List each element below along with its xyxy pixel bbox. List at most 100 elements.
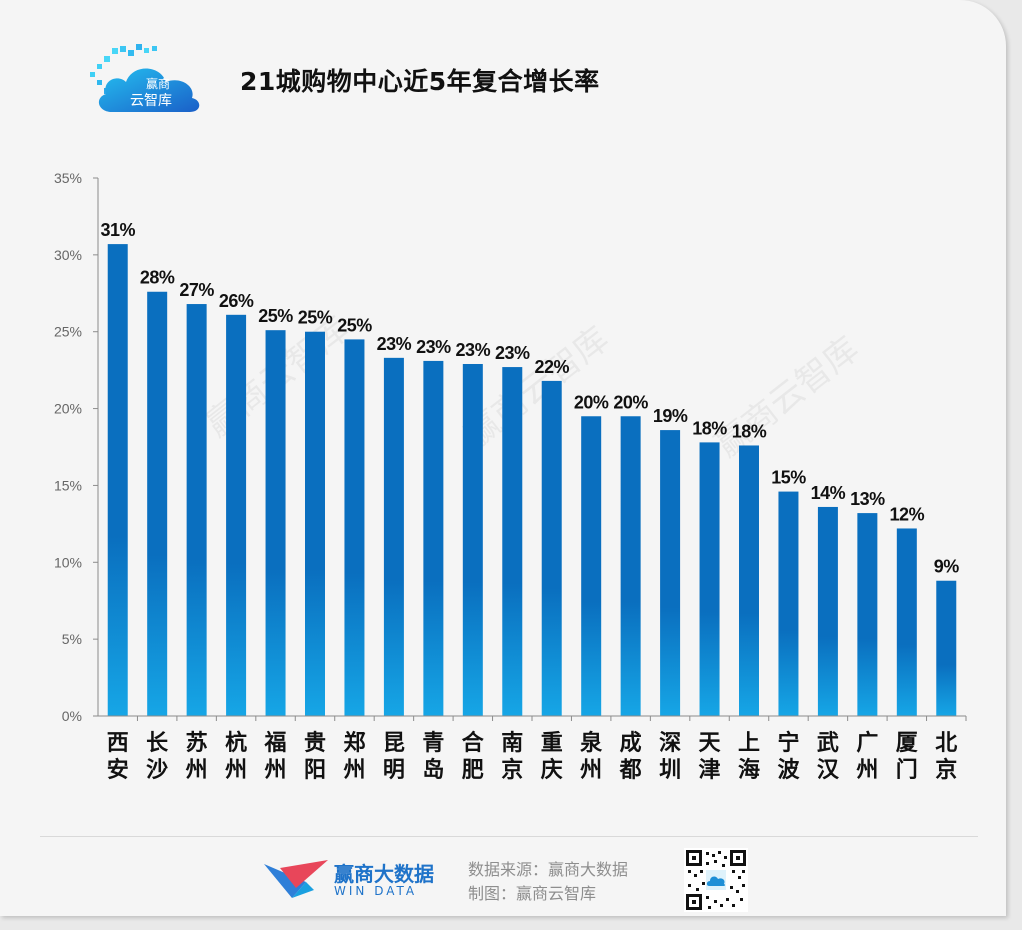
- brand-name: 赢商大数据: [334, 862, 434, 886]
- bar-青岛: [423, 360, 444, 716]
- x-axis: 西安长沙苏州杭州福州贵阳郑州昆明青岛合肥南京重庆泉州成都深圳天津上海宁波武汉广州…: [98, 715, 967, 783]
- bar-西安: [107, 244, 128, 716]
- bar-厦门: [896, 528, 917, 716]
- x-category-label: 庆: [541, 757, 563, 783]
- bar-value-label: 23%: [416, 337, 451, 357]
- windata-logo-icon: [264, 860, 328, 898]
- maker-line: 制图：赢商云智库: [468, 884, 597, 903]
- y-tick-label: 0%: [62, 708, 82, 724]
- chart-card: 赢商 云智库 21城购物中心近5年复合增长率 赢商云智库 赢商云智库 赢商云智库…: [0, 0, 1006, 916]
- x-category-label: 上: [738, 731, 760, 756]
- bar-value-label: 27%: [179, 280, 214, 300]
- x-category-label: 州: [856, 758, 878, 783]
- x-category-label: 州: [265, 758, 287, 783]
- bar-value-label: 15%: [771, 468, 806, 488]
- source-line: 数据来源：赢商大数据: [468, 860, 629, 879]
- bar-value-label: 22%: [534, 357, 569, 377]
- x-category-label: 都: [619, 758, 642, 783]
- x-category-label: 宁: [777, 730, 799, 756]
- bar-value-label: 14%: [811, 483, 846, 503]
- footer-divider: [40, 836, 978, 837]
- chart-title: 21城购物中心近5年复合增长率: [240, 67, 600, 96]
- bar-value-label: 25%: [258, 306, 293, 326]
- bar-value-label: 12%: [890, 504, 925, 524]
- bar-武汉: [817, 506, 838, 716]
- x-category-label: 西: [107, 731, 129, 756]
- bar-上海: [739, 445, 759, 716]
- x-category-label: 广: [856, 730, 878, 756]
- x-category-label: 安: [107, 757, 129, 783]
- x-category-label: 海: [738, 757, 760, 783]
- y-tick-label: 15%: [54, 477, 82, 493]
- x-category-label: 京: [501, 757, 523, 783]
- x-category-label: 圳: [659, 758, 681, 783]
- yingshang-cloud-logo: 赢商 云智库: [90, 44, 200, 112]
- x-category-label: 州: [186, 758, 208, 783]
- bar-value-label: 20%: [574, 392, 609, 412]
- y-tick-label: 5%: [62, 631, 82, 647]
- x-category-label: 津: [699, 757, 721, 783]
- x-category-label: 北: [935, 731, 957, 756]
- bar-成都: [620, 416, 641, 716]
- bar-value-label: 13%: [850, 489, 885, 509]
- x-category-label: 长: [146, 731, 169, 756]
- x-category-label: 福: [264, 731, 287, 756]
- source-text: 数据来源：赢商大数据 制图：赢商云智库: [468, 858, 628, 906]
- x-category-label: 郑: [343, 731, 365, 756]
- x-category-label: 门: [896, 757, 918, 783]
- logo-text-line1: 赢商: [146, 76, 170, 91]
- bar-天津: [699, 442, 720, 716]
- bar-value-label: 19%: [653, 406, 688, 426]
- x-category-label: 州: [343, 758, 365, 783]
- x-category-label: 成: [620, 731, 642, 756]
- x-category-label: 岛: [422, 757, 444, 783]
- bar-北京: [936, 580, 957, 716]
- brand-subtitle: WIN DATA: [334, 884, 418, 898]
- x-category-label: 泉: [580, 730, 603, 756]
- x-category-label: 阳: [304, 758, 326, 783]
- bar-昆明: [383, 357, 404, 716]
- bar-贵阳: [305, 331, 325, 716]
- x-category-label: 厦: [896, 731, 918, 756]
- x-category-label: 波: [777, 758, 800, 783]
- bar-value-label: 18%: [732, 421, 767, 441]
- y-tick-label: 20%: [54, 401, 82, 417]
- bar-苏州: [186, 304, 207, 716]
- bar-广州: [857, 513, 878, 716]
- y-tick-label: 10%: [54, 554, 82, 570]
- bar-value-label: 18%: [692, 418, 727, 438]
- bar-福州: [265, 330, 286, 716]
- bar-chart: 0%5%10%15%20%25%30%35% 31%28%27%26%25% 25…: [54, 170, 967, 783]
- bar-value-label: 25%: [337, 315, 372, 335]
- x-category-label: 重: [541, 731, 563, 756]
- x-category-label: 州: [580, 758, 602, 783]
- bar-泉州: [581, 416, 602, 716]
- qr-code-icon[interactable]: [684, 848, 748, 912]
- y-axis: 0% 5% 10% 15% 20% 25% 30% 35%: [54, 170, 99, 724]
- x-category-label: 明: [383, 758, 405, 783]
- bar-value-label: 26%: [219, 291, 254, 311]
- x-category-label: 青: [422, 731, 444, 756]
- bar-杭州: [226, 314, 247, 716]
- x-category-label: 肥: [462, 758, 484, 783]
- x-category-label: 沙: [146, 758, 168, 783]
- bar-重庆: [541, 380, 562, 716]
- x-category-label: 天: [699, 731, 722, 756]
- bar-value-label: 9%: [934, 557, 960, 577]
- x-category-label: 深: [659, 731, 681, 756]
- x-category-label: 南: [501, 731, 523, 756]
- x-category-label: 苏: [186, 730, 208, 756]
- x-category-label: 京: [935, 757, 957, 783]
- x-category-label: 贵: [304, 731, 326, 756]
- bar-value-label: 31%: [100, 220, 135, 240]
- x-category-label: 武: [817, 731, 839, 756]
- bar-南京: [502, 367, 523, 716]
- x-category-label: 昆: [383, 731, 405, 756]
- bar-长沙: [147, 291, 168, 716]
- bar-value-label: 23%: [495, 343, 530, 363]
- bar-深圳: [660, 430, 681, 716]
- x-category-label: 合: [462, 730, 485, 756]
- bar-series: 31%28%27%26%25% 25% 25%23% 23% 23% 23%22%20% 2…: [100, 220, 960, 716]
- bar-郑州: [344, 339, 365, 716]
- bar-value-label: 25%: [298, 308, 333, 328]
